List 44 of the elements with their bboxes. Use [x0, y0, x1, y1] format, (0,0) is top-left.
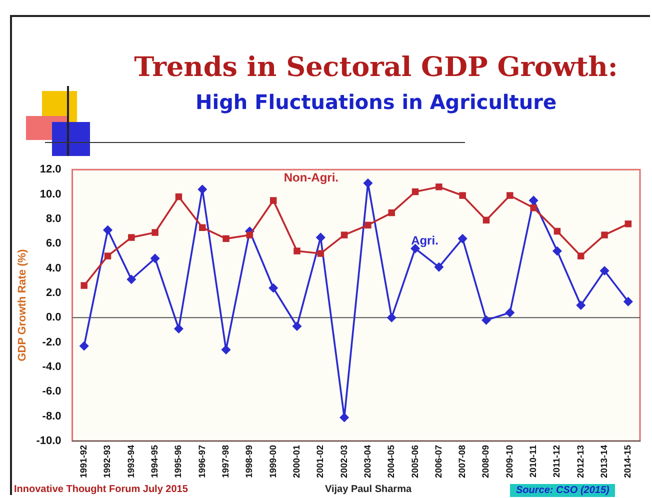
- x-tick-label: 2013-14: [599, 444, 609, 478]
- source-note: Source: CSO (2015): [510, 484, 616, 497]
- x-tick-label: 2011-12: [552, 444, 562, 478]
- x-tick-label: 2005-06: [410, 444, 420, 478]
- x-tick-label: 2014-15: [622, 444, 633, 478]
- x-tick-label: 1995-96: [173, 444, 184, 478]
- x-tick-label: 2004-05: [386, 444, 396, 478]
- y-tick-label: 0.0: [46, 312, 62, 324]
- x-tick-label: 1999-00: [268, 444, 278, 478]
- x-tick-label: 2007-08: [457, 444, 468, 478]
- series-label: Agri.: [411, 233, 438, 248]
- x-tick-label: 2002-03: [338, 444, 349, 478]
- y-tick-label: 12.0: [40, 164, 62, 176]
- x-tick-label: 2000-01: [291, 444, 302, 478]
- y-axis-title: GDP Growth Rate (%): [16, 248, 29, 362]
- x-tick-label: 2001-02: [315, 444, 326, 478]
- x-tick-label: 1993-94: [126, 444, 136, 478]
- x-tick-label: 2003-04: [362, 444, 372, 478]
- text: Vijay Paul Sharma: [325, 484, 412, 495]
- y-tick-label: -4.0: [42, 360, 62, 373]
- y-tick-label: 4.0: [46, 262, 62, 274]
- y-tick-label: 6.0: [46, 238, 62, 250]
- x-tick-label: 1992-93: [102, 444, 112, 478]
- chart-title: Trends in Sectoral GDP Growth:: [133, 52, 619, 83]
- x-tick-label: 2012-13: [575, 444, 586, 478]
- chart-subtitle: High Fluctuations in Agriculture: [194, 90, 558, 114]
- x-tick-label: 1994-95: [150, 444, 160, 478]
- x-tick-label: 2006-07: [433, 444, 444, 478]
- text: Innovative Thought Forum July 2015: [14, 484, 188, 495]
- y-tick-label: -10.0: [36, 435, 62, 447]
- series-label: Non-Agri.: [284, 170, 339, 185]
- y-tick-label: 8.0: [46, 212, 62, 225]
- y-tick-label: -6.0: [42, 386, 62, 398]
- y-tick-label: -8.0: [42, 410, 62, 422]
- x-tick-label: 1991-92: [78, 444, 89, 478]
- y-tick-label: 2.0: [46, 286, 62, 299]
- y-tick-label: 10.0: [40, 188, 62, 200]
- x-tick-label: 1998-99: [244, 444, 254, 478]
- x-tick-label: 1996-97: [196, 444, 207, 478]
- x-tick-label: 2010-11: [528, 444, 538, 478]
- x-tick-label: 2009-10: [504, 444, 514, 478]
- x-tick-label: 2008-09: [480, 444, 491, 478]
- y-tick-label: -2.0: [42, 336, 62, 348]
- x-tick-label: 1997-98: [220, 444, 231, 478]
